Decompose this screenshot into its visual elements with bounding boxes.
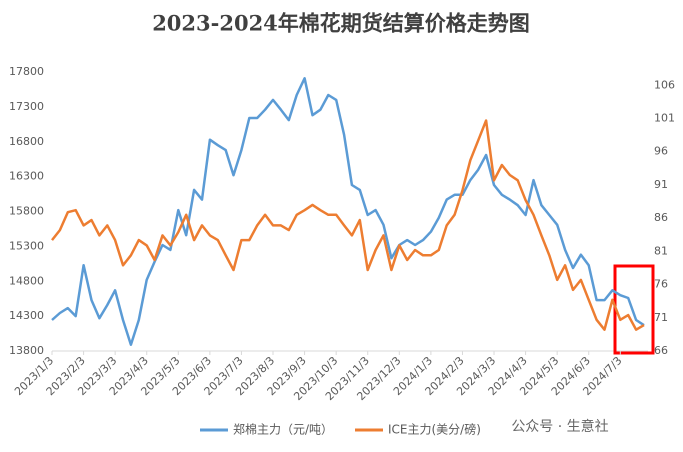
y2-tick-label: 96	[654, 145, 668, 158]
y2-tick-label: 76	[654, 278, 668, 291]
y2-tick-label: 101	[654, 112, 675, 125]
chart-title: 2023-2024年棉花期货结算价格走势图	[152, 11, 530, 36]
y-tick-label: 14300	[9, 309, 44, 322]
y-tick-label: 17800	[9, 65, 44, 78]
legend-label: 郑棉主力（元/吨）	[233, 422, 333, 437]
y-tick-label: 15800	[9, 205, 44, 218]
series-line	[51, 77, 645, 346]
y-tick-label: 17300	[9, 100, 44, 113]
y2-tick-label: 66	[654, 344, 668, 357]
y2-tick-label: 91	[654, 178, 668, 191]
y2-tick-label: 106	[654, 78, 675, 91]
y2-tick-label: 86	[654, 211, 668, 224]
y2-tick-label: 71	[654, 311, 668, 324]
y2-tick-label: 81	[654, 244, 668, 257]
legend-label: ICE主力(美分/磅)	[388, 422, 481, 437]
series-line	[51, 119, 645, 331]
y-tick-label: 14800	[9, 274, 44, 287]
y-tick-label: 16300	[9, 170, 44, 183]
y-tick-label: 13800	[9, 344, 44, 357]
watermark: 公众号 · 生意社	[511, 418, 608, 435]
y-tick-label: 15300	[9, 239, 44, 252]
y-tick-label: 16800	[9, 135, 44, 148]
